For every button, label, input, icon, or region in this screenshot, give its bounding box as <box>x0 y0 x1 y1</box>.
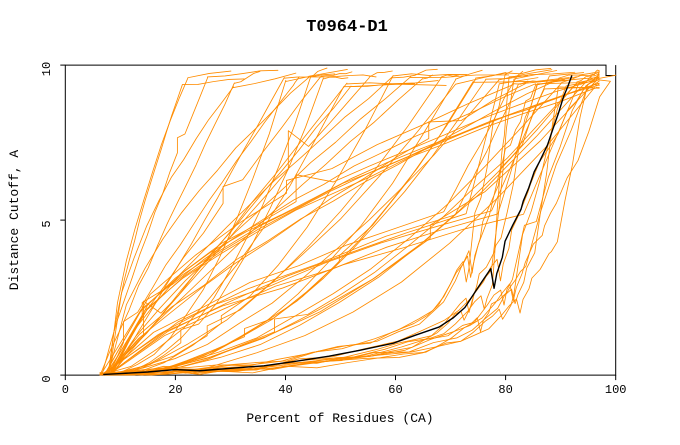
svg-text:60: 60 <box>388 383 402 397</box>
svg-text:100: 100 <box>605 383 627 397</box>
svg-text:80: 80 <box>498 383 512 397</box>
svg-text:Distance Cutoff, A: Distance Cutoff, A <box>7 150 22 291</box>
svg-text:5: 5 <box>40 220 54 227</box>
svg-text:0: 0 <box>62 383 69 397</box>
svg-text:T0964-D1: T0964-D1 <box>306 18 388 37</box>
svg-text:10: 10 <box>40 62 54 76</box>
svg-text:40: 40 <box>278 383 292 397</box>
svg-text:Percent of Residues (CA): Percent of Residues (CA) <box>246 411 433 426</box>
svg-text:20: 20 <box>168 383 182 397</box>
svg-text:0: 0 <box>40 375 54 382</box>
